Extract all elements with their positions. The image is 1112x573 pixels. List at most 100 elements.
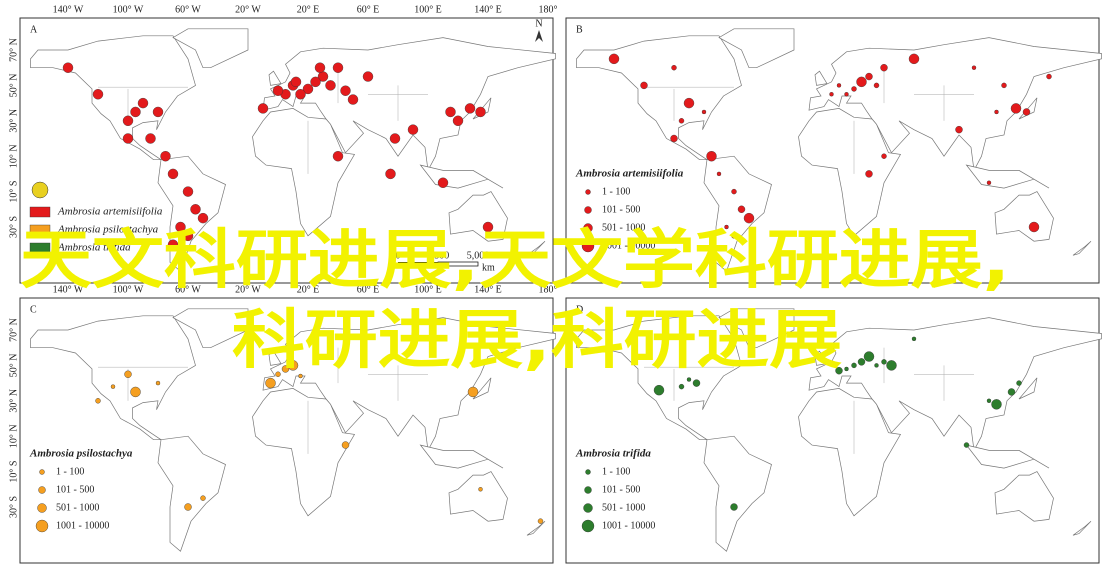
- panels: A Ambrosia artemisiifolia Ambrosia psilost…: [19, 17, 1102, 564]
- occurrence-marker: [314, 62, 326, 73]
- occurrence-marker: [844, 92, 849, 97]
- legend-label: Ambrosia artemisiifolia: [57, 206, 163, 218]
- occurrence-marker: [731, 233, 737, 239]
- occurrence-marker: [640, 81, 648, 90]
- occurrence-marker: [464, 103, 476, 114]
- occurrence-marker: [653, 384, 665, 396]
- longitude-label: 180°: [539, 284, 558, 295]
- occurrence-marker: [730, 503, 738, 511]
- occurrence-marker: [701, 109, 707, 115]
- occurrence-marker: [986, 398, 992, 404]
- scale-tick: 0: [396, 250, 401, 261]
- legend-label: 501 - 1000: [602, 502, 645, 513]
- occurrence-marker: [991, 399, 1002, 410]
- occurrence-marker: [844, 366, 849, 372]
- occurrence-marker: [298, 373, 303, 379]
- latitude-label: 70° N: [8, 318, 19, 342]
- occurrence-marker: [200, 495, 206, 501]
- occurrence-marker: [865, 72, 873, 81]
- occurrence-marker: [184, 503, 192, 511]
- legend-title: Ambrosia trifida: [575, 448, 651, 460]
- longitude-label: 140° W: [53, 4, 84, 15]
- landmass: [157, 435, 226, 552]
- occurrence-marker: [880, 64, 888, 72]
- legend-label: 501 - 1000: [602, 222, 645, 233]
- landmass: [252, 108, 356, 237]
- occurrence-marker: [407, 124, 419, 135]
- longitude-label: 100° E: [414, 284, 442, 295]
- scale-unit: km: [482, 262, 495, 273]
- map-panel: A Ambrosia artemisiifolia Ambrosia psilost…: [19, 17, 556, 284]
- panel-label: B: [576, 24, 583, 35]
- longitude-label: 20° E: [297, 284, 320, 295]
- occurrence-marker: [475, 106, 486, 118]
- occurrence-marker: [963, 442, 970, 448]
- occurrence-marker: [445, 106, 456, 118]
- occurrence-marker: [955, 125, 963, 134]
- legend-symbol: [35, 519, 49, 533]
- occurrence-marker: [389, 133, 401, 144]
- legend-title: Ambrosia psilostachya: [29, 448, 133, 460]
- occurrence-marker: [62, 62, 74, 73]
- occurrence-marker: [1010, 103, 1022, 114]
- occurrence-marker: [290, 76, 302, 88]
- legend-swatch: [29, 206, 51, 218]
- landmass: [798, 108, 902, 237]
- occurrence-marker: [332, 62, 344, 73]
- occurrence-marker: [863, 351, 875, 362]
- legend-label: Ambrosia trifida: [57, 242, 131, 254]
- occurrence-marker: [182, 186, 194, 197]
- occurrence-marker: [856, 76, 867, 88]
- legend-label: Ambrosia psilostachya: [57, 224, 159, 236]
- occurrence-marker: [1022, 108, 1031, 116]
- legend-label: 1 - 100: [602, 186, 630, 197]
- longitude-label: 100° E: [414, 4, 442, 15]
- panel-label: A: [30, 24, 38, 35]
- landmass: [718, 28, 795, 69]
- occurrence-marker: [130, 106, 141, 118]
- latitude-label: 10° S: [8, 181, 19, 203]
- landmass: [30, 315, 196, 441]
- landmass: [808, 317, 1102, 452]
- landmass: [172, 308, 249, 349]
- occurrence-marker: [130, 386, 141, 398]
- land-layer: [576, 308, 1102, 552]
- occurrence-marker: [302, 83, 314, 95]
- legend-label: 101 - 500: [602, 204, 640, 215]
- occurrence-marker: [908, 53, 920, 65]
- occurrence-marker: [325, 80, 336, 91]
- occurrence-marker: [692, 379, 701, 387]
- latitude-label: 10° S: [8, 461, 19, 483]
- occurrence-marker: [1001, 82, 1007, 89]
- latitude-label: 70° N: [8, 38, 19, 62]
- longitude-label: 100° W: [113, 284, 144, 295]
- legend-label: 1001 - 10000: [56, 520, 109, 531]
- longitude-label: 180°: [539, 4, 558, 15]
- occurrence-marker: [182, 230, 194, 242]
- latitude-label: 50° N: [8, 354, 19, 378]
- landmass: [419, 444, 504, 469]
- occurrence-marker: [122, 115, 134, 127]
- occurrence-marker: [257, 103, 269, 114]
- occurrence-marker: [92, 89, 104, 100]
- legend-symbol: [38, 486, 46, 494]
- longitude-label: 20° W: [235, 284, 261, 295]
- legend-pie: [31, 181, 49, 199]
- legend-swatch: [29, 242, 51, 254]
- occurrence-marker: [678, 118, 685, 124]
- occurrence-marker: [437, 177, 449, 188]
- landmass: [814, 350, 828, 366]
- occurrence-marker: [281, 365, 290, 373]
- occurrence-marker: [986, 180, 992, 185]
- occurrence-marker: [385, 168, 396, 180]
- occurrence-marker: [865, 170, 873, 178]
- landmass: [703, 435, 772, 552]
- landmass: [172, 28, 249, 69]
- occurrence-marker: [671, 65, 677, 71]
- occurrence-marker: [678, 383, 685, 390]
- occurrence-marker: [295, 89, 306, 100]
- occurrence-marker: [175, 221, 186, 233]
- occurrence-marker: [608, 53, 620, 65]
- latitude-label: 10° N: [8, 144, 19, 168]
